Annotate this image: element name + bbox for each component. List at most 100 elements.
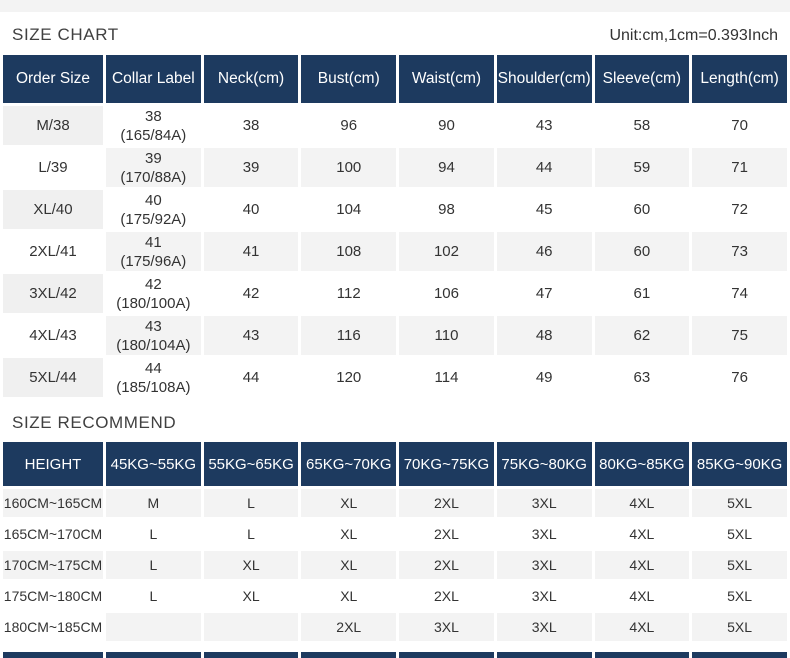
order-size-cell: 3XL/42 <box>3 274 103 313</box>
size-chart-row: XL/40 40 (175/92A) 40 104 98 45 60 72 <box>3 190 787 229</box>
unit-conversion-note: Unit:cm,1cm=0.393Inch <box>609 27 778 44</box>
measurement-cell: 73 <box>692 232 787 271</box>
size-recommend-header-cell: 45KG~55KG <box>106 442 201 486</box>
size-chart-header-cell: Sleeve(cm) <box>594 55 690 103</box>
recommend-size-cell: L <box>203 520 299 548</box>
recommend-size-cell: 4XL <box>594 520 690 548</box>
size-recommend-title: SIZE RECOMMEND <box>12 413 177 432</box>
size-recommend-title-bar: SIZE RECOMMEND <box>0 400 790 439</box>
measurement-cell: 45 <box>496 190 592 229</box>
next-table-header-partial <box>0 652 790 658</box>
size-recommend-header-cell: 85KG~90KG <box>692 442 787 486</box>
measurement-cell: 110 <box>399 316 494 355</box>
collar-label-line: 42 <box>145 275 162 293</box>
size-recommend-header-cell: 55KG~65KG <box>203 442 299 486</box>
size-recommend-header-cell: 80KG~85KG <box>594 442 690 486</box>
collar-label-line: (165/84A) <box>120 126 187 144</box>
size-recommend-row: 175CM~180CM L XL XL 2XL 3XL 4XL 5XL <box>3 582 787 610</box>
size-recommend-body: 160CM~165CM M L XL 2XL 3XL 4XL 5XL 165CM~170CM L L… <box>3 489 787 641</box>
measurement-cell: 72 <box>692 190 787 229</box>
height-cell: 170CM~175CM <box>3 551 103 579</box>
size-chart-header-cell: Length(cm) <box>692 55 787 103</box>
recommend-size-cell <box>203 613 299 641</box>
size-chart-table: Order Size Collar Label Neck(cm) Bust(cm) Wa… <box>0 52 790 400</box>
measurement-cell: 40 <box>203 190 299 229</box>
size-recommend-row: 165CM~170CM L L XL 2XL 3XL 4XL 5XL <box>3 520 787 548</box>
recommend-size-cell: XL <box>203 582 299 610</box>
collar-label-line: 39 <box>145 149 162 167</box>
measurement-cell: 41 <box>203 232 299 271</box>
size-chart-header-row: Order Size Collar Label Neck(cm) Bust(cm) Wa… <box>3 55 787 103</box>
recommend-size-cell <box>106 613 201 641</box>
recommend-size-cell: 4XL <box>594 551 690 579</box>
recommend-size-cell: 5XL <box>692 613 787 641</box>
measurement-cell: 100 <box>301 148 397 187</box>
recommend-size-cell: 2XL <box>399 551 494 579</box>
measurement-cell: 38 <box>203 106 299 145</box>
size-recommend-header-cell: 65KG~70KG <box>301 442 397 486</box>
collar-label-line: 38 <box>145 107 162 125</box>
collar-label-line: 43 <box>145 317 162 335</box>
recommend-size-cell: L <box>203 489 299 517</box>
measurement-cell: 60 <box>594 232 690 271</box>
order-size-cell: L/39 <box>3 148 103 187</box>
size-chart-title-bar: SIZE CHART Unit:cm,1cm=0.393Inch <box>0 12 790 52</box>
measurement-cell: 98 <box>399 190 494 229</box>
order-size-cell: 4XL/43 <box>3 316 103 355</box>
measurement-cell: 94 <box>399 148 494 187</box>
next-table-header-stub <box>203 652 299 658</box>
size-chart-row: 2XL/41 41 (175/96A) 41 108 102 46 60 73 <box>3 232 787 271</box>
next-table-header-stub <box>692 652 788 658</box>
measurement-cell: 62 <box>594 316 690 355</box>
collar-label-line: (175/96A) <box>120 252 187 270</box>
height-cell: 175CM~180CM <box>3 582 103 610</box>
size-chart-row: M/38 38 (165/84A) 38 96 90 43 58 70 <box>3 106 787 145</box>
measurement-cell: 116 <box>301 316 397 355</box>
measurement-cell: 47 <box>496 274 592 313</box>
measurement-cell: 106 <box>399 274 494 313</box>
recommend-size-cell: XL <box>301 520 397 548</box>
measurement-cell: 90 <box>399 106 494 145</box>
size-chart-row: 3XL/42 42 (180/100A) 42 112 106 47 61 74 <box>3 274 787 313</box>
size-recommend-header-cell: 75KG~80KG <box>496 442 592 486</box>
next-table-header-stub <box>106 652 201 658</box>
size-recommend-row: 170CM~175CM L XL XL 2XL 3XL 4XL 5XL <box>3 551 787 579</box>
order-size-cell: 5XL/44 <box>3 358 103 397</box>
collar-label-cell: 41 (175/96A) <box>106 232 201 271</box>
measurement-cell: 61 <box>594 274 690 313</box>
recommend-size-cell: 5XL <box>692 489 787 517</box>
recommend-size-cell: 2XL <box>399 520 494 548</box>
recommend-size-cell: XL <box>301 551 397 579</box>
recommend-size-cell: 2XL <box>399 582 494 610</box>
measurement-cell: 46 <box>496 232 592 271</box>
next-table-header-stub <box>594 652 690 658</box>
size-chart-header-cell: Waist(cm) <box>399 55 494 103</box>
size-chart-title: SIZE CHART <box>12 25 119 44</box>
measurement-cell: 49 <box>496 358 592 397</box>
collar-label-cell: 40 (175/92A) <box>106 190 201 229</box>
measurement-cell: 43 <box>496 106 592 145</box>
recommend-size-cell: 3XL <box>496 551 592 579</box>
collar-label-cell: 43 (180/104A) <box>106 316 201 355</box>
collar-label-line: (180/100A) <box>116 294 191 312</box>
measurement-cell: 48 <box>496 316 592 355</box>
collar-label-line: 40 <box>145 191 162 209</box>
size-chart-row: 5XL/44 44 (185/108A) 44 120 114 49 63 76 <box>3 358 787 397</box>
recommend-size-cell: 4XL <box>594 613 690 641</box>
recommend-size-cell: L <box>106 582 201 610</box>
size-recommend-table: HEIGHT 45KG~55KG 55KG~65KG 65KG~70KG 70KG~75… <box>0 439 790 644</box>
size-chart-row: L/39 39 (170/88A) 39 100 94 44 59 71 <box>3 148 787 187</box>
order-size-cell: 2XL/41 <box>3 232 103 271</box>
recommend-size-cell: L <box>106 551 201 579</box>
collar-label-line: (175/92A) <box>120 210 187 228</box>
recommend-size-cell: 3XL <box>496 520 592 548</box>
recommend-size-cell: 4XL <box>594 582 690 610</box>
size-chart-header-cell: Order Size <box>3 55 103 103</box>
top-strip <box>0 0 790 12</box>
collar-label-cell: 38 (165/84A) <box>106 106 201 145</box>
size-recommend-row: 160CM~165CM M L XL 2XL 3XL 4XL 5XL <box>3 489 787 517</box>
recommend-size-cell: 3XL <box>496 582 592 610</box>
measurement-cell: 114 <box>399 358 494 397</box>
size-recommend-header-cell: HEIGHT <box>3 442 103 486</box>
measurement-cell: 120 <box>301 358 397 397</box>
